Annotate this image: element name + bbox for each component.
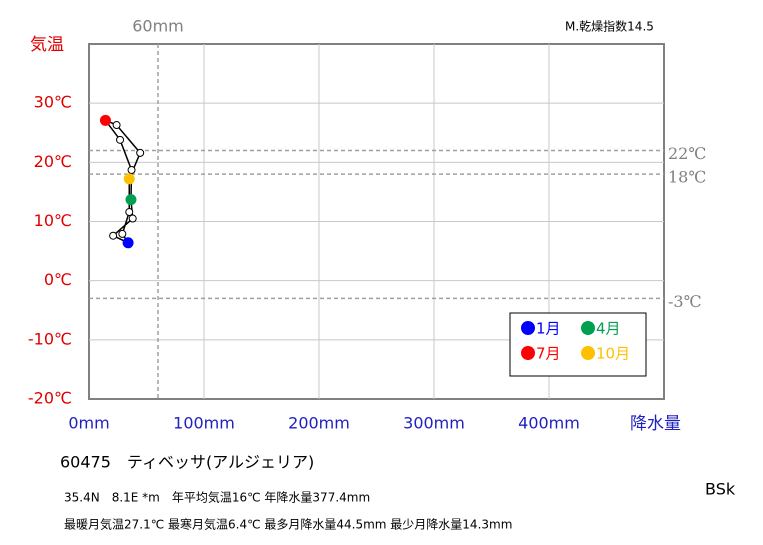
month-point bbox=[136, 148, 145, 157]
legend-marker bbox=[581, 321, 595, 335]
month-point bbox=[128, 214, 137, 223]
reference-label: -3℃ bbox=[668, 292, 701, 311]
y-tick-label: 0℃ bbox=[44, 270, 72, 289]
reference-label: 60mm bbox=[132, 17, 184, 36]
info-line: 35.4N 8.1E *m 年平均気温16℃ 年降水量377.4mm bbox=[64, 490, 370, 505]
climate-class: BSk bbox=[705, 480, 736, 499]
month-point bbox=[118, 229, 127, 238]
y-tick-label: 20℃ bbox=[34, 152, 72, 171]
month-point bbox=[122, 237, 134, 249]
x-tick-label: 200mm bbox=[288, 414, 350, 433]
legend-label: 7月 bbox=[536, 345, 561, 363]
month-point bbox=[116, 135, 125, 144]
month-point bbox=[99, 114, 111, 126]
legend-label: 1月 bbox=[536, 320, 561, 338]
reference-label: 22℃ bbox=[668, 144, 706, 163]
legend-marker bbox=[581, 346, 595, 360]
y-tick-label: 30℃ bbox=[34, 93, 72, 112]
month-point bbox=[127, 166, 136, 175]
y-tick-label: -20℃ bbox=[28, 389, 72, 408]
chart-title: 60475 ティベッサ(アルジェリア) bbox=[60, 453, 314, 472]
legend-label: 10月 bbox=[596, 345, 630, 363]
info-line: 最暖月気温27.1℃ 最寒月気温6.4℃ 最多月降水量44.5mm 最少月降水量… bbox=[64, 517, 512, 532]
y-tick-label: -10℃ bbox=[28, 329, 72, 348]
dryness-index: M.乾燥指数14.5 bbox=[565, 19, 654, 34]
legend-marker bbox=[521, 346, 535, 360]
y-axis-label: 気温 bbox=[30, 35, 64, 55]
climate-line bbox=[103, 118, 142, 244]
y-tick-label: 10℃ bbox=[34, 211, 72, 230]
x-tick-label: 100mm bbox=[173, 414, 235, 433]
x-tick-label: 400mm bbox=[518, 414, 580, 433]
month-point bbox=[125, 194, 137, 206]
month-point bbox=[112, 121, 121, 130]
x-tick-label: 300mm bbox=[403, 414, 465, 433]
reference-label: 18℃ bbox=[668, 168, 706, 187]
month-point bbox=[125, 208, 134, 217]
x-axis-label: 降水量 bbox=[630, 414, 681, 434]
legend-label: 4月 bbox=[596, 320, 621, 338]
month-point bbox=[109, 231, 118, 240]
x-tick-label: 0mm bbox=[68, 414, 109, 433]
month-point bbox=[123, 173, 135, 185]
legend-marker bbox=[521, 321, 535, 335]
